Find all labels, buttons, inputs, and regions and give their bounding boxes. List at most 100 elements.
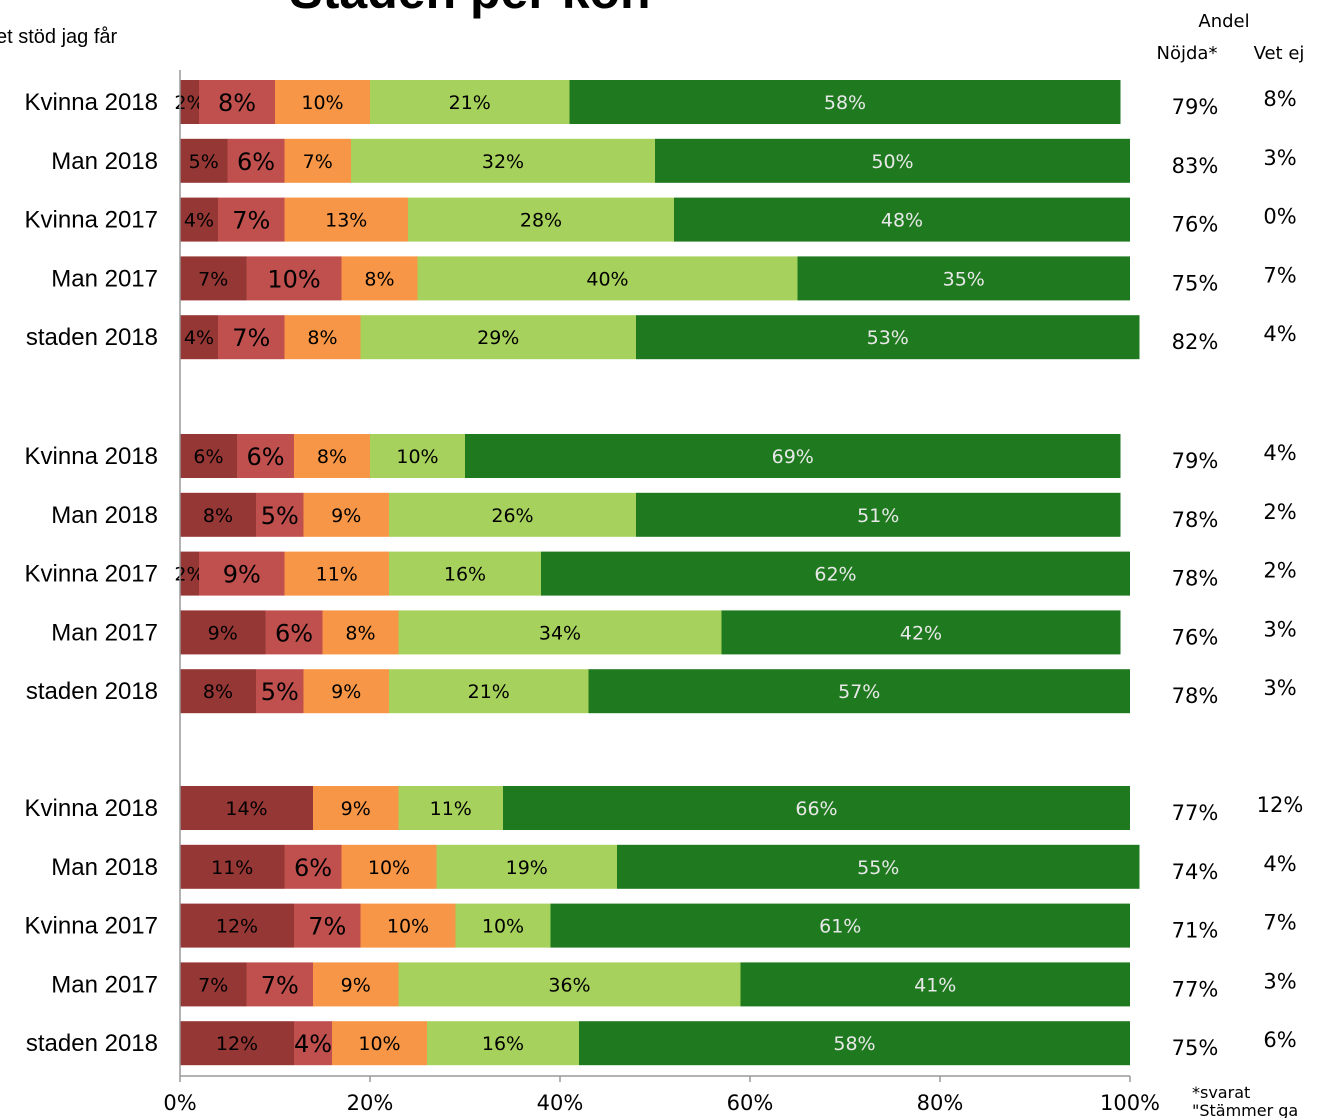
bar-segment-seg-2 (294, 903, 361, 948)
nojda-value: 78% (1172, 508, 1219, 532)
data-label: 58% (833, 1033, 875, 1055)
bar-segment-seg-5 (740, 962, 1130, 1007)
vet-ej-value: 4% (1263, 322, 1296, 346)
nojda-value: 77% (1172, 977, 1219, 1001)
data-label: 9% (331, 681, 361, 703)
data-label: 6% (246, 443, 284, 471)
column-header-nojda: Nöjda* (1157, 43, 1218, 64)
bar-segment-seg-4 (398, 786, 503, 830)
bar-segment-seg-1 (180, 786, 313, 830)
data-label: 11% (430, 798, 472, 820)
vet-ej-value: 3% (1263, 146, 1296, 170)
data-label: 55% (857, 857, 899, 879)
vet-ej-value: 3% (1263, 617, 1296, 641)
nojda-value: 76% (1172, 625, 1219, 649)
bar-segment-seg-2 (284, 844, 342, 889)
category-label: Man 2017 (51, 265, 158, 292)
bar-segment-seg-1 (180, 962, 247, 1007)
bar-segment-seg-2 (294, 1021, 332, 1066)
bar-segment-seg-5 (541, 551, 1130, 596)
bar-segment-seg-3 (341, 256, 418, 301)
data-label: 48% (881, 210, 923, 232)
category-label: Kvinna 2017 (25, 561, 158, 588)
vet-ej-value: 3% (1263, 676, 1296, 700)
vet-ej-value: 12% (1257, 793, 1304, 817)
bar-segment-seg-2 (256, 492, 304, 537)
bar-segment-seg-1 (180, 610, 266, 655)
data-label: 7% (232, 207, 270, 235)
data-label: 6% (193, 446, 223, 468)
bar-segment-seg-2 (256, 669, 304, 714)
bar-segment-seg-1 (180, 551, 199, 596)
top-left-text: et stöd jag får (0, 26, 118, 48)
category-label: staden 2018 (26, 324, 158, 351)
data-label: 69% (772, 446, 814, 468)
data-label: 28% (520, 210, 562, 232)
bar-segment-seg-3 (341, 844, 437, 889)
nojda-value: 79% (1172, 95, 1219, 119)
data-label: 9% (341, 798, 371, 820)
bar-segment-seg-3 (284, 551, 389, 596)
bar-segment-seg-1 (180, 903, 294, 948)
data-label: 8% (345, 622, 375, 644)
data-label: 2% (174, 92, 204, 114)
bar-segment-seg-1 (180, 197, 218, 242)
bar-segment-seg-5 (797, 256, 1130, 301)
bar-segment-seg-5 (503, 786, 1130, 830)
data-label: 34% (539, 622, 581, 644)
nojda-value: 75% (1172, 1036, 1219, 1060)
data-label: 8% (317, 446, 347, 468)
data-label: 8% (203, 681, 233, 703)
data-label: 57% (838, 681, 880, 703)
data-label: 66% (795, 798, 837, 820)
data-label: 40% (586, 268, 628, 290)
bar-segment-seg-5 (636, 315, 1140, 360)
data-label: 2% (174, 564, 204, 586)
data-label: 9% (341, 974, 371, 996)
data-label: 21% (468, 681, 510, 703)
data-label: 35% (943, 268, 985, 290)
bar-segment-seg-3 (313, 786, 399, 830)
data-label: 9% (208, 622, 238, 644)
category-label: Man 2017 (51, 619, 158, 646)
bar-segment-seg-4 (370, 434, 465, 478)
nojda-value: 83% (1172, 154, 1219, 178)
vet-ej-value: 7% (1263, 263, 1296, 287)
bar-segment-seg-4 (389, 492, 636, 537)
bar-segment-seg-2 (227, 138, 285, 183)
nojda-value: 75% (1172, 271, 1219, 295)
bar-segment-seg-5 (721, 610, 1121, 655)
data-label: 13% (325, 210, 367, 232)
x-tick-label: 0% (163, 1091, 196, 1115)
bar-segment-seg-3 (360, 903, 456, 948)
category-label: Man 2018 (51, 148, 158, 175)
bar-segment-seg-2 (237, 434, 294, 478)
category-label: Kvinna 2017 (25, 913, 158, 940)
data-label: 9% (331, 505, 361, 527)
column-header-andel: Andel (1198, 11, 1249, 32)
bar-segment-seg-3 (284, 197, 408, 242)
vet-ej-value: 2% (1263, 500, 1296, 524)
bar-segment-seg-3 (275, 80, 370, 124)
data-label: 42% (900, 622, 942, 644)
data-label: 21% (449, 92, 491, 114)
x-tick-label: 100% (1100, 1091, 1160, 1115)
bar-segment-seg-2 (218, 315, 285, 360)
bar-segment-seg-1 (180, 669, 256, 714)
bar-segment-seg-2 (218, 197, 285, 242)
nojda-value: 74% (1172, 860, 1219, 884)
data-label: 10% (301, 92, 343, 114)
bar-segment-seg-4 (427, 1021, 579, 1066)
bar-segment-seg-2 (199, 80, 275, 124)
data-label: 51% (857, 505, 899, 527)
nojda-value: 71% (1172, 919, 1219, 943)
bar-segment-seg-3 (322, 610, 399, 655)
category-label: Man 2017 (51, 971, 158, 998)
footnote-line-1: *svarat (1192, 1083, 1250, 1102)
bar-segment-seg-3 (294, 434, 370, 478)
data-label: 6% (275, 619, 313, 647)
bar-segment-seg-1 (180, 434, 237, 478)
category-label: Kvinna 2018 (25, 795, 158, 822)
data-label: 8% (218, 89, 256, 117)
